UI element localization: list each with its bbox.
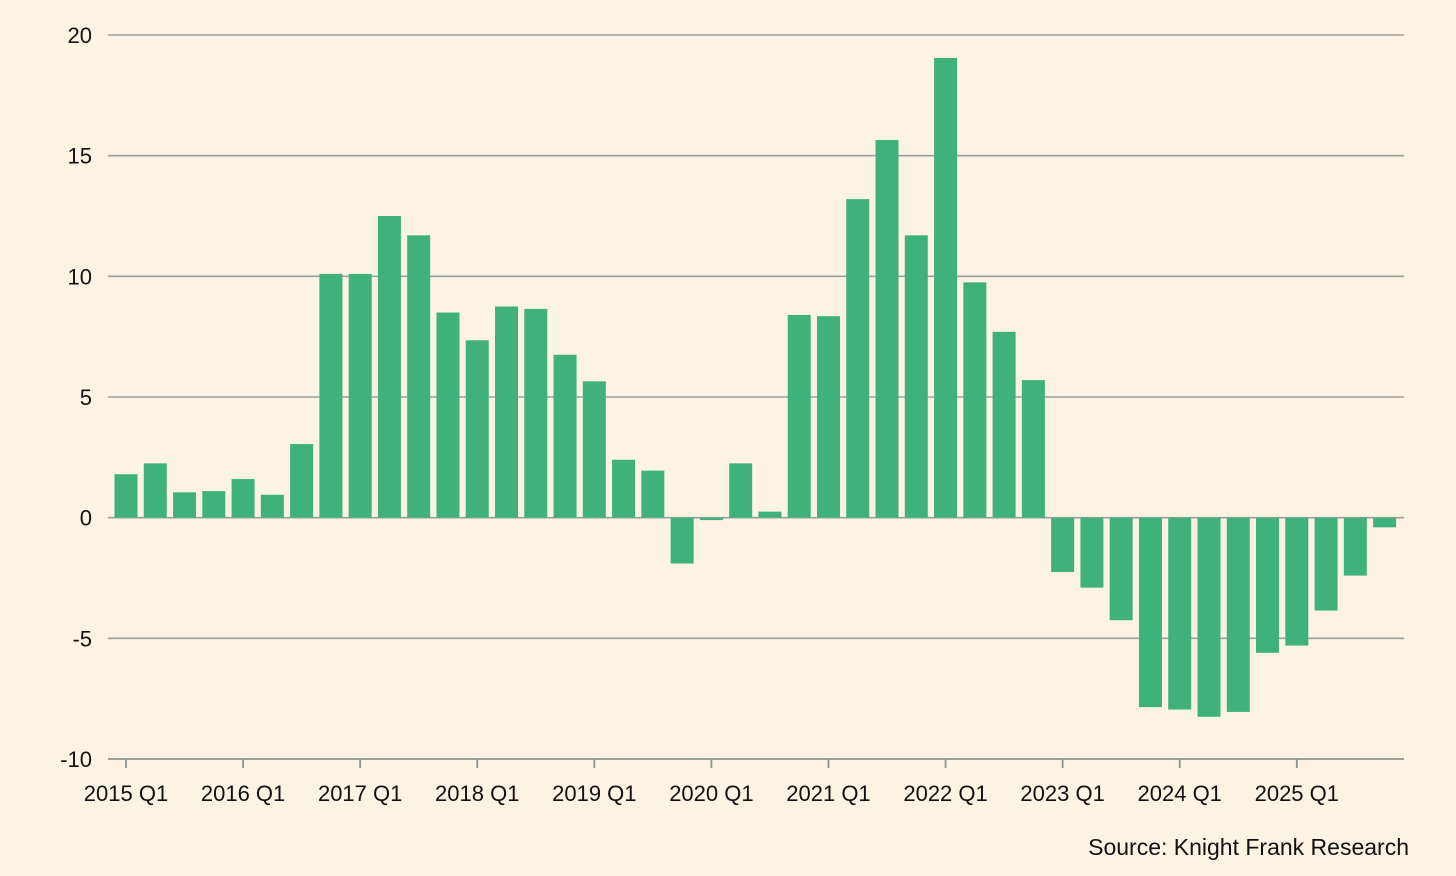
bar-2022-q1 — [934, 57, 958, 518]
bar-2021-q3 — [875, 139, 899, 518]
bar-2018-q3 — [524, 308, 548, 518]
bar-2020-q3 — [758, 511, 782, 518]
x-tick-label: 2018 Q1 — [435, 781, 519, 806]
y-tick-label: 15 — [68, 144, 92, 169]
bar-2017-q4 — [436, 312, 460, 518]
bar-2015-q1 — [114, 474, 138, 518]
bar-2020-q2 — [729, 463, 753, 518]
bar-2020-q1 — [699, 517, 723, 521]
bar-2019-q2 — [612, 459, 636, 518]
bar-2018-q2 — [495, 306, 519, 518]
y-tick-label: 10 — [68, 264, 92, 289]
source-note: Source: Knight Frank Research — [1088, 834, 1409, 860]
x-tick-label: 2023 Q1 — [1020, 781, 1104, 806]
bar-2019-q4 — [670, 517, 694, 564]
bar-2019-q1 — [582, 381, 606, 518]
y-tick-label: -5 — [72, 626, 92, 651]
bar-2017-q3 — [407, 235, 431, 518]
bar-2017-q2 — [377, 216, 401, 518]
x-tick-label: 2019 Q1 — [552, 781, 636, 806]
bar-2017-q1 — [348, 273, 372, 518]
x-tick-label: 2021 Q1 — [786, 781, 870, 806]
bar-2025-q3 — [1343, 517, 1367, 576]
y-tick-label: 5 — [80, 385, 92, 410]
bar-2023-q1 — [1051, 517, 1075, 572]
x-tick-label: 2017 Q1 — [318, 781, 402, 806]
bar-2016-q2 — [260, 494, 284, 518]
bar-2024-q4 — [1256, 517, 1280, 653]
bar-2015-q2 — [143, 463, 167, 518]
bar-2022-q2 — [963, 282, 987, 518]
bar-2015-q3 — [173, 492, 197, 518]
bar-2023-q3 — [1109, 517, 1133, 621]
bar-2019-q3 — [641, 470, 665, 518]
bar-2024-q1 — [1168, 517, 1192, 710]
x-tick-label: 2020 Q1 — [669, 781, 753, 806]
bar-2016-q1 — [231, 479, 255, 518]
x-tick-label: 2024 Q1 — [1138, 781, 1222, 806]
bar-2025-q1 — [1285, 517, 1309, 646]
bar-2022-q4 — [1021, 380, 1045, 518]
x-tick-label: 2025 Q1 — [1255, 781, 1339, 806]
y-tick-label: -10 — [60, 747, 92, 772]
bar-2023-q4 — [1138, 517, 1162, 708]
bar-2021-q2 — [846, 199, 870, 518]
x-tick-label: 2016 Q1 — [201, 781, 285, 806]
bar-2018-q1 — [465, 340, 489, 518]
bar-2020-q4 — [787, 314, 811, 518]
bar-2024-q3 — [1226, 517, 1250, 712]
x-tick-labels: 2015 Q1 2016 Q1 2017 Q1 2018 Q1 2019 Q1 2020 … — [84, 781, 1339, 806]
x-tick-label: 2022 Q1 — [903, 781, 987, 806]
bar-2015-q4 — [202, 491, 226, 518]
bar-2016-q4 — [319, 273, 343, 518]
bar-2024-q2 — [1197, 517, 1221, 717]
x-axis — [108, 758, 1404, 768]
bar-2025-q2 — [1314, 517, 1338, 611]
bar-2021-q4 — [904, 235, 928, 518]
bar-2018-q4 — [553, 354, 577, 518]
bar-2016-q3 — [290, 444, 314, 518]
bar-2023-q2 — [1080, 517, 1104, 588]
y-tick-labels: 20 15 10 5 0 -5 -10 — [60, 23, 92, 772]
y-tick-label: 20 — [68, 23, 92, 48]
bar-2022-q3 — [992, 331, 1016, 518]
x-tick-label: 2015 Q1 — [84, 781, 168, 806]
bar-2025-q4 — [1373, 517, 1397, 528]
bar-2021-q1 — [816, 316, 840, 518]
bars — [114, 57, 1397, 717]
y-tick-label: 0 — [80, 506, 92, 531]
